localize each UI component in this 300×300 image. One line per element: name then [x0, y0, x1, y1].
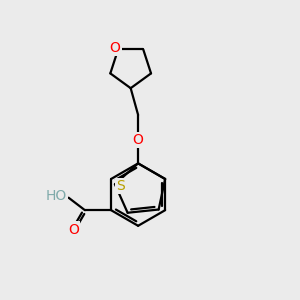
Text: O: O: [110, 41, 121, 55]
Text: O: O: [133, 133, 143, 147]
Text: S: S: [116, 179, 124, 193]
Text: HO: HO: [46, 189, 67, 203]
Text: O: O: [68, 223, 79, 236]
